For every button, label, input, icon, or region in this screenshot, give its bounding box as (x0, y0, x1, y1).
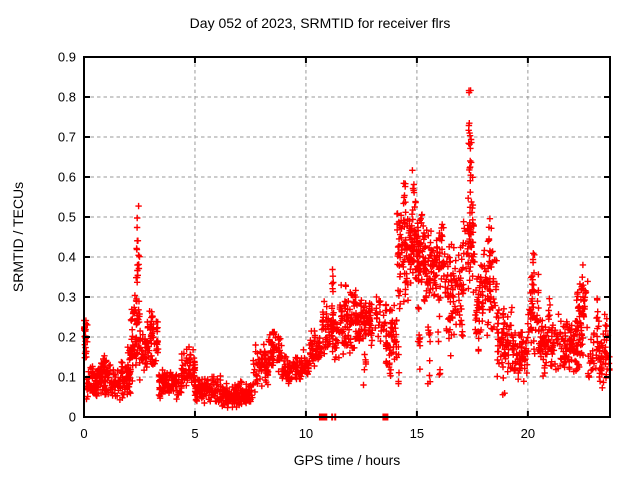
y-tick-label: 0.1 (58, 370, 76, 385)
y-tick-label: 0.5 (58, 210, 76, 225)
chart-title: Day 052 of 2023, SRMTID for receiver flr… (189, 15, 451, 31)
y-axis-label: SRMTID / TECUs (10, 181, 26, 293)
y-tick-label: 0.4 (58, 250, 76, 265)
y-tick-label: 0.8 (58, 90, 76, 105)
y-tick-label: 0.7 (58, 130, 76, 145)
x-tick-label: 20 (521, 426, 535, 441)
y-tick-label: 0.2 (58, 330, 76, 345)
x-tick-labels: 0 5 10 15 20 (80, 426, 535, 441)
x-tick-label: 10 (299, 426, 313, 441)
scatter-points (81, 87, 613, 411)
y-tick-label: 0.6 (58, 170, 76, 185)
y-tick-label: 0.3 (58, 290, 76, 305)
axis-ticks (83, 56, 610, 418)
grid-lines (84, 57, 610, 417)
y-tick-label: 0.9 (58, 50, 76, 65)
x-tick-label: 5 (191, 426, 198, 441)
y-tick-labels: 0 0.1 0.2 0.3 0.4 0.5 0.6 0.7 0.8 0.9 (58, 50, 76, 425)
plot-frame (83, 56, 611, 418)
x-tick-label: 15 (410, 426, 424, 441)
x-axis-label: GPS time / hours (293, 452, 401, 468)
x-tick-label: 0 (80, 426, 87, 441)
y-tick-label: 0 (69, 410, 76, 425)
